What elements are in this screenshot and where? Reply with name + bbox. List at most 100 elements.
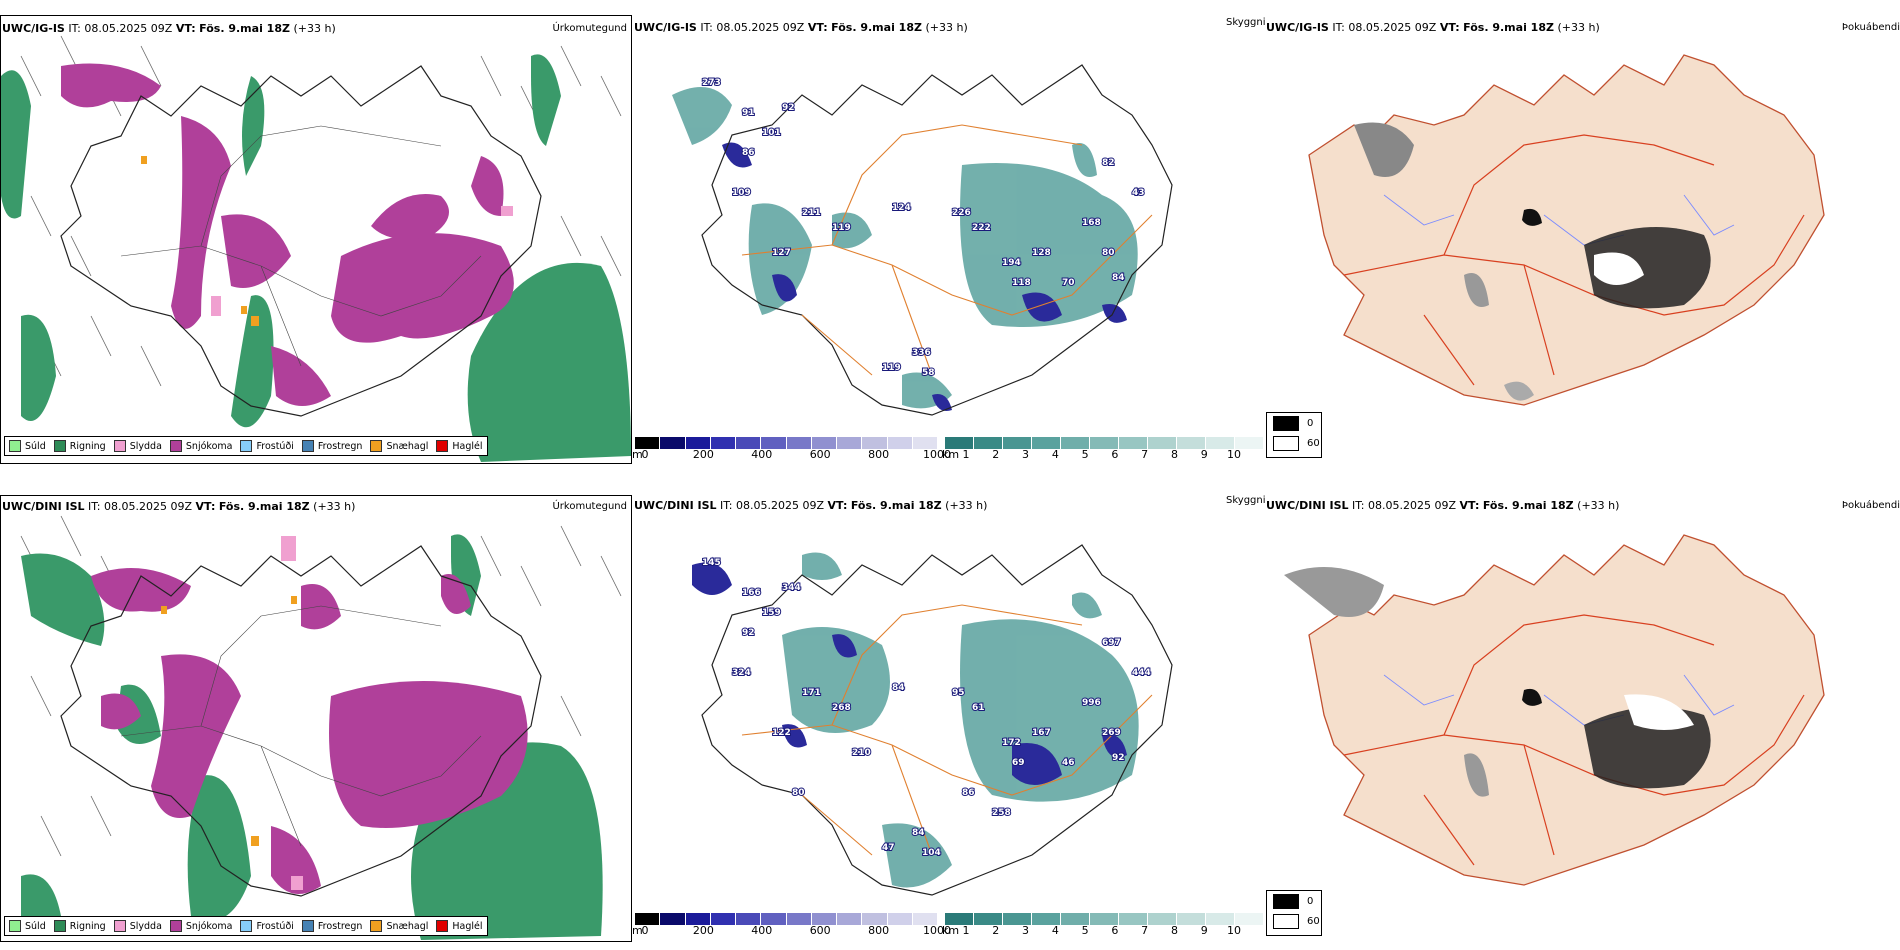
tick-label: 10: [1227, 924, 1241, 937]
colorbar-segment: [912, 437, 937, 449]
it-value: 08.05.2025 09Z: [736, 499, 825, 512]
cloudbase-ticks: 0 200 400 600 800 1000: [641, 448, 952, 462]
model-name: UWC/IG-IS: [2, 22, 65, 35]
cloudbase-label: 92: [782, 103, 795, 113]
lead-time: (+33 h): [313, 500, 356, 513]
it-prefix: IT:: [700, 21, 713, 34]
panel-title: Skyggni: [1226, 17, 1266, 28]
visibility-panel-2: 145 166 344 159 92 324 171 268 122 84 95 61 996 172 16…: [632, 495, 1266, 940]
panel-title: Þokuábendi: [1841, 500, 1900, 511]
tick-label: 3: [1022, 448, 1030, 461]
legend-item: Snæhagl: [370, 920, 428, 932]
row-1: UWC/IG-IS IT: 08.05.2025 09Z VT: Fös. 9.…: [0, 0, 1900, 470]
cloudbase-label: 109: [732, 188, 751, 198]
colorbar-segment: [1177, 437, 1206, 449]
cloudbase-label: 211: [802, 208, 821, 218]
colorbar-segment: [887, 437, 913, 449]
panel-header: UWC/DINI ISL IT: 08.05.2025 09Z VT: Fös.…: [2, 500, 355, 513]
colorbar-segment: [660, 913, 686, 925]
colorbar-segment: [1032, 437, 1061, 449]
legend-swatch: [240, 920, 253, 932]
cloudbase-unit: m: [632, 448, 643, 461]
it-prefix: IT:: [68, 22, 81, 35]
legend-item: Snæhagl: [370, 440, 428, 452]
legend-swatch: [436, 920, 449, 932]
tick-label: 1000: [923, 448, 951, 461]
colorbar-segment: [837, 913, 863, 925]
tick-label: 200: [692, 924, 714, 937]
legend-swatch: [9, 440, 21, 452]
tick-label: 400: [751, 448, 773, 461]
colorbar-segment: [786, 437, 812, 449]
tick-label: 7: [1141, 924, 1149, 937]
cloudbase-label: 273: [702, 78, 721, 88]
cloudbase-label: 46: [1062, 758, 1075, 768]
it-value: 08.05.2025 09Z: [1348, 21, 1437, 34]
roads: [120, 605, 482, 847]
colorbar-segment: [710, 437, 736, 449]
cloudbase-label: 697: [1102, 638, 1121, 648]
colorbar-segment: [761, 913, 787, 925]
vt-value: Fös. 9.mai 18Z: [199, 22, 290, 35]
cloudbase-label: 344: [782, 583, 801, 593]
cloudbase-label: 128: [1032, 248, 1051, 258]
cloudbase-label: 996: [1082, 698, 1101, 708]
legend-swatch: [9, 920, 21, 932]
tick-label: 2: [992, 448, 1000, 461]
colorbar-segment: [710, 913, 736, 925]
visibility-fields: [782, 552, 1139, 888]
cloudbase-label: 86: [962, 788, 975, 798]
snow-areas: [91, 568, 528, 894]
colorbar-segment: [945, 913, 974, 925]
panel-header: UWC/IG-IS IT: 08.05.2025 09Z VT: Fös. 9.…: [2, 22, 336, 35]
visibility-panel-1: 273 91 92 101 86 109 211 119 127 124 226 222 168 194 1…: [632, 15, 1266, 462]
colorbar-segment: [1119, 913, 1148, 925]
snow-areas: [61, 63, 514, 406]
legend-swatch: [53, 920, 66, 932]
it-value: 08.05.2025 09Z: [716, 21, 805, 34]
cloudbase-label: 269: [1102, 728, 1121, 738]
row-2: UWC/DINI ISL IT: 08.05.2025 09Z VT: Fös.…: [0, 478, 1900, 950]
cloudbase-label: 95: [952, 688, 965, 698]
colorbar-segment: [945, 437, 974, 449]
iceland-coastline: [60, 65, 542, 417]
iceland-coastline: [701, 64, 1173, 416]
legend-swatch: [169, 440, 182, 452]
tick-label: 200: [692, 448, 714, 461]
lead-time: (+33 h): [925, 21, 968, 34]
model-name: UWC/DINI ISL: [1266, 499, 1349, 512]
panel-header: UWC/DINI ISL IT: 08.05.2025 09Z VT: Fös.…: [634, 499, 987, 512]
cloudbase-label: 92: [742, 628, 755, 638]
iceland-coastline: [60, 545, 542, 897]
cloudbase-label: 69: [1012, 758, 1025, 768]
fog-swatch-dark: [1273, 415, 1299, 431]
iceland-land: [1308, 534, 1825, 886]
tick-label: 1: [962, 448, 970, 461]
visibility-colorbar: [945, 437, 1263, 449]
colorbar-segment: [1235, 437, 1263, 449]
legend-item: Súld: [9, 440, 46, 452]
precip-map-2: [20, 515, 622, 940]
tick-label: 1000: [923, 924, 951, 937]
legend-swatch: [169, 920, 182, 932]
cloudbase-label: 194: [1002, 258, 1021, 268]
visibility-unit: km: [942, 924, 960, 937]
vt-value: Fös. 9.mai 18Z: [1482, 499, 1574, 512]
legend-item: Snjókoma: [169, 920, 232, 932]
tick-label: 0: [641, 448, 649, 461]
lead-time: (+33 h): [1557, 21, 1600, 34]
tick-label: 600: [809, 448, 831, 461]
cloudbase-label: 159: [762, 608, 781, 618]
cloudbase-label: 226: [952, 208, 971, 218]
tick-label: 800: [868, 448, 890, 461]
colorbar-segment: [635, 913, 661, 925]
tick-label: 6: [1111, 924, 1119, 937]
it-value: 08.05.2025 09Z: [84, 22, 173, 35]
colorbar-segment: [736, 437, 762, 449]
fog-swatch-light: [1273, 913, 1299, 929]
roads: [741, 604, 1153, 856]
lead-time: (+33 h): [293, 22, 336, 35]
tick-label: 8: [1170, 924, 1178, 937]
legend-item: Súld: [9, 920, 46, 932]
cloudbase-label: 119: [832, 223, 851, 233]
